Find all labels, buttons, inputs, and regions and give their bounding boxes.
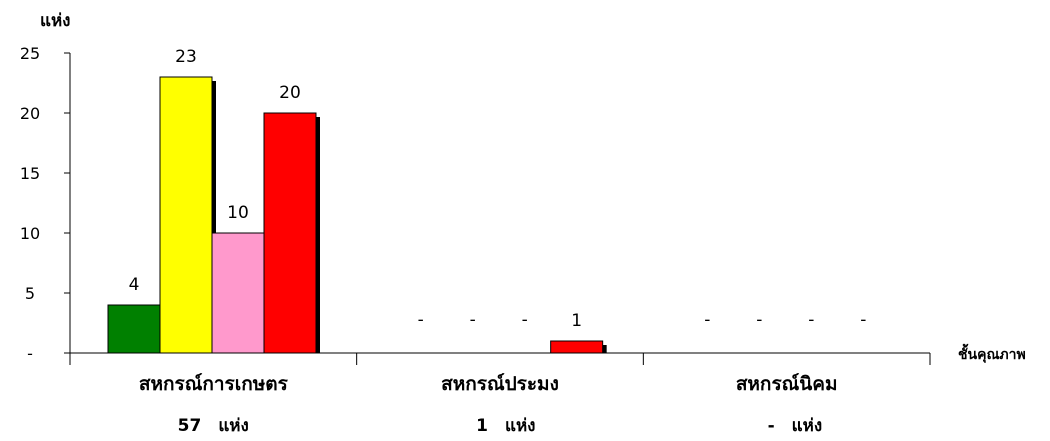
y-tick-label: 5 xyxy=(25,284,35,303)
y-tick-label: 20 xyxy=(20,104,40,123)
group-name: สหกรณ์การเกษตร xyxy=(139,373,289,395)
x-axis-label: ชั้นคุณภาพ xyxy=(958,343,1026,363)
bars xyxy=(107,76,607,354)
group-total: - xyxy=(768,416,775,436)
group-total: 57 xyxy=(178,416,202,436)
y-tick-labels: - 5 10 15 20 25 xyxy=(20,44,70,363)
data-label: - xyxy=(756,310,762,330)
group-name: สหกรณ์ประมง xyxy=(441,373,559,395)
data-label: - xyxy=(808,310,814,330)
y-tick-label: 10 xyxy=(20,224,40,243)
group-labels: สหกรณ์การเกษตร 57 แห่ง สหกรณ์ประมง 1 แห่ง สหกร… xyxy=(139,373,838,436)
bar xyxy=(263,112,317,354)
data-label: 10 xyxy=(227,203,249,223)
data-label: 20 xyxy=(279,83,301,103)
group-unit: แห่ง xyxy=(218,416,248,436)
group-unit: แห่ง xyxy=(792,416,822,436)
bar xyxy=(550,340,604,354)
bar xyxy=(211,232,265,354)
data-label: - xyxy=(860,310,866,330)
y-tick-label: 25 xyxy=(20,44,40,63)
data-label: - xyxy=(704,310,710,330)
data-labels: 4 23 10 20 - - - 1 - - - - xyxy=(129,47,867,331)
group-unit: แห่ง xyxy=(505,416,535,436)
group-name: สหกรณ์นิคม xyxy=(736,373,838,395)
y-unit-label: แห่ง xyxy=(40,11,70,31)
data-label: 4 xyxy=(129,275,140,295)
data-label: 23 xyxy=(175,47,197,67)
group-total: 1 xyxy=(476,416,488,436)
data-label: - xyxy=(522,310,528,330)
data-label: - xyxy=(418,310,424,330)
bar xyxy=(107,304,161,354)
data-label: - xyxy=(470,310,476,330)
data-label: 1 xyxy=(571,311,582,331)
bar xyxy=(159,76,213,354)
y-tick-label: - xyxy=(27,344,33,363)
y-tick-label: 15 xyxy=(20,164,40,183)
